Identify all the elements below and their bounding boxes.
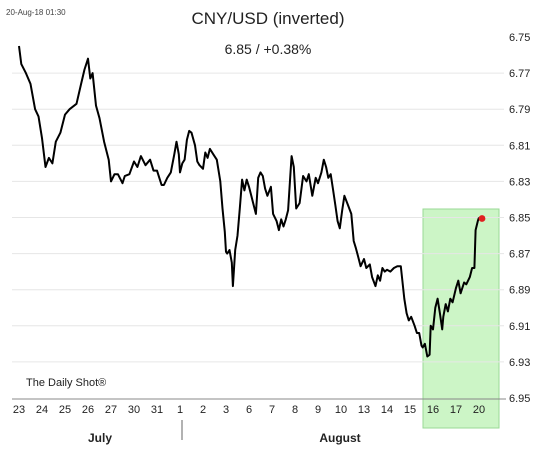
x-tick-label: 10 [335, 404, 347, 416]
x-tick-label: 7 [269, 404, 275, 416]
x-tick-label: 9 [315, 404, 321, 416]
x-tick-label: 14 [381, 404, 393, 416]
x-tick-label: 6 [246, 404, 252, 416]
x-tick-label: 20 [473, 404, 485, 416]
y-tick-label: 6.77 [509, 68, 530, 80]
x-tick-label: 24 [36, 404, 48, 416]
series-line [18, 45, 480, 358]
x-tick-label: 8 [292, 404, 298, 416]
x-tick-label: 25 [59, 404, 71, 416]
y-tick-label: 6.75 [509, 32, 530, 44]
x-tick-label: 17 [450, 404, 462, 416]
y-tick-label: 6.87 [509, 249, 530, 261]
x-tick-label: 15 [404, 404, 416, 416]
x-tick-label: 13 [358, 404, 370, 416]
last-point-marker [478, 215, 486, 222]
y-tick-label: 6.89 [509, 285, 530, 297]
x-axis-ticks: 23 24 25 26 27 30 31 1 2 3 6 7 8 9 10 13 14 15 16 17 20 [13, 404, 485, 416]
x-tick-label: 16 [427, 404, 439, 416]
x-tick-label: 2 [200, 404, 206, 416]
gridlines [12, 72, 504, 363]
x-tick-label: 26 [82, 404, 94, 416]
highlight-region [422, 208, 500, 429]
chart-title: CNY/USD (inverted) [191, 9, 344, 28]
y-tick-label: 6.81 [509, 140, 530, 152]
x-tick-label: 23 [13, 404, 25, 416]
x-tick-label: 27 [105, 404, 117, 416]
chart-subtitle: 6.85 / +0.38% [225, 41, 312, 57]
timestamp: 20-Aug-18 01:30 [6, 8, 66, 17]
y-tick-label: 6.95 [509, 393, 530, 405]
y-tick-label: 6.79 [509, 104, 530, 116]
month-label-july: July [88, 431, 112, 445]
credit-label: The Daily Shot® [26, 377, 106, 389]
month-label-august: August [319, 431, 360, 445]
y-tick-label: 6.93 [509, 357, 530, 369]
y-tick-label: 6.91 [509, 321, 530, 333]
y-tick-label: 6.83 [509, 176, 530, 188]
x-tick-label: 31 [151, 404, 163, 416]
y-tick-label: 6.85 [509, 213, 530, 225]
x-tick-label: 30 [128, 404, 140, 416]
x-tick-label: 1 [177, 404, 183, 416]
x-tick-label: 3 [223, 404, 229, 416]
y-axis-ticks: 6.75 6.77 6.79 6.81 6.83 6.85 6.87 6.89 6.91 6.93… [509, 32, 530, 405]
